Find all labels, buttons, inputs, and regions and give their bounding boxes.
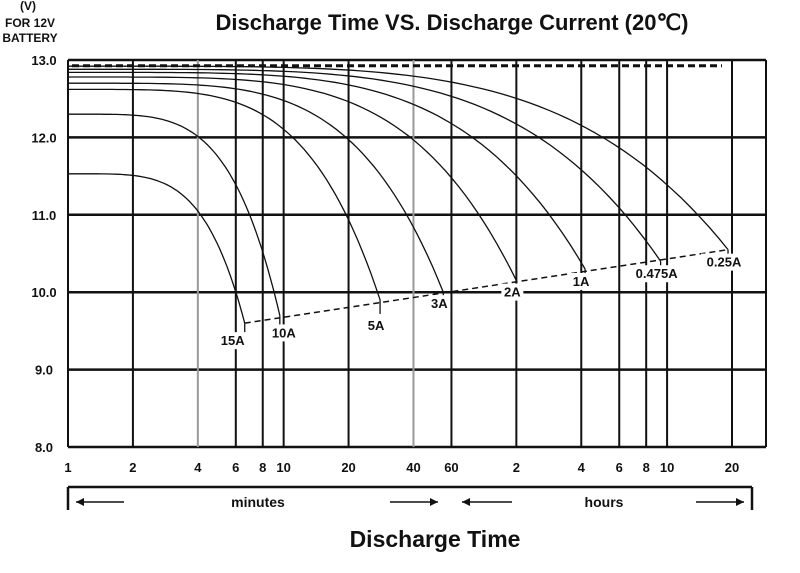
series-label: 5A: [368, 318, 385, 333]
series-label-bg: [570, 272, 593, 290]
x-tick-label: 8: [259, 460, 266, 475]
discharge-curve: [68, 68, 662, 262]
x-tick-label: 60: [444, 460, 458, 475]
x-tick-label: 1: [64, 460, 71, 475]
series-label: 2A: [504, 285, 521, 300]
x-tick-label: 2: [129, 460, 136, 475]
x-tick-label: 4: [194, 460, 202, 475]
grid: [67, 58, 767, 449]
series-label-bg: [428, 295, 451, 313]
series-label: 10A: [272, 325, 296, 340]
series-label: 15A: [221, 333, 245, 348]
series-label: 0.25A: [707, 255, 742, 270]
discharge-curve: [68, 76, 517, 281]
y-axis-note-line-1: FOR 12V: [5, 16, 55, 30]
discharge-curve: [68, 88, 381, 301]
minutes-range-label: minutes: [231, 494, 285, 510]
y-tick-label: 11.0: [32, 208, 57, 223]
y-tick-label: 13.0: [31, 53, 56, 68]
right-arrow-head: [736, 498, 744, 506]
y-axis-note-line-2: BATTERY: [2, 31, 57, 45]
series-label-bg: [629, 265, 684, 283]
y-tick-label: 12.0: [31, 130, 56, 145]
discharge-curve: [68, 173, 246, 324]
hours-range-label: hours: [585, 494, 624, 510]
discharge-curve: [68, 71, 586, 270]
cutoff-voltage-line: [244, 248, 729, 324]
x-tick-label: 10: [660, 460, 674, 475]
y-axis-unit-label: (V): [20, 0, 36, 13]
right-arrow-head: [430, 498, 438, 506]
series-label-bg: [217, 332, 248, 350]
left-arrow-head: [76, 498, 84, 506]
annotations: [72, 64, 729, 324]
y-tick-label: 8.0: [35, 440, 53, 455]
series-label: 1A: [573, 274, 590, 289]
time-range-bar: minutes hours: [66, 485, 754, 510]
y-tick-label: 10.0: [31, 285, 56, 300]
x-tick-label: 8: [643, 460, 650, 475]
x-tick-label: 10: [276, 460, 290, 475]
axis-ticks: 8.09.010.011.012.013.01 2 4 6 8 10 20 40 60 2 4 6 8 1…: [31, 53, 739, 475]
series-label-bg: [268, 324, 299, 342]
series-label: 0.475A: [636, 266, 679, 281]
y-tick-label: 9.0: [35, 363, 53, 378]
series-labels: 15A 10A 5A 3A 2A 1A 0.475A 0.25A: [217, 253, 748, 350]
x-tick-label: 40: [406, 460, 420, 475]
discharge-curve: [68, 113, 281, 316]
chart-title: Discharge Time VS. Discharge Current (20…: [215, 10, 688, 35]
discharge-curve: [68, 65, 729, 251]
x-tick-label: 2: [513, 460, 520, 475]
series-label-bg: [701, 253, 748, 271]
series-label-bg: [365, 316, 388, 334]
x-axis-title: Discharge Time: [350, 526, 521, 552]
series-curves: [68, 65, 729, 338]
x-tick-label: 20: [341, 460, 355, 475]
x-tick-label: 4: [578, 460, 586, 475]
x-tick-label: 20: [725, 460, 739, 475]
series-label: 3A: [431, 296, 448, 311]
discharge-curve: [68, 82, 444, 293]
series-label-bg: [501, 283, 524, 301]
x-tick-label: 6: [232, 460, 239, 475]
left-arrow-head: [462, 498, 470, 506]
x-tick-label: 6: [616, 460, 623, 475]
